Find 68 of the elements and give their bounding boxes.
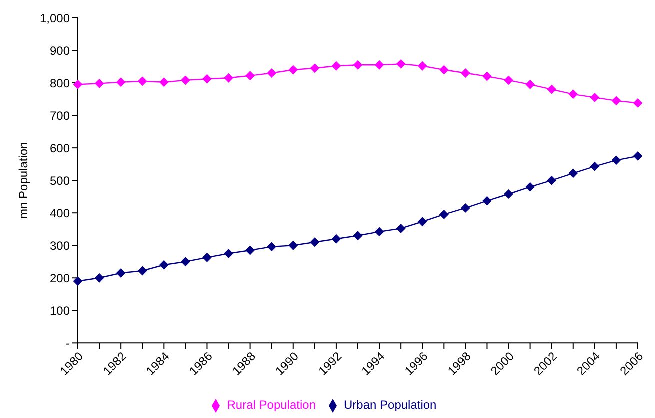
y-tick-label: 700 — [50, 108, 70, 123]
point — [396, 60, 406, 69]
y-tick-label: 900 — [50, 44, 70, 58]
point — [375, 60, 384, 70]
point — [246, 246, 255, 255]
point — [440, 210, 449, 220]
point — [202, 74, 212, 84]
point — [267, 68, 276, 78]
point — [568, 90, 578, 99]
point — [568, 168, 578, 178]
y-tick-label: 800 — [50, 76, 70, 90]
point — [482, 196, 492, 206]
point — [95, 274, 104, 283]
point — [504, 190, 514, 199]
point — [612, 96, 621, 106]
point — [547, 85, 556, 94]
point — [310, 238, 320, 247]
point — [224, 74, 234, 83]
y-tick-label: 600 — [50, 141, 70, 156]
point — [504, 76, 514, 85]
y-tick-label: 500 — [50, 174, 70, 188]
point — [288, 241, 298, 250]
point — [138, 266, 148, 276]
point — [332, 62, 341, 71]
point — [354, 60, 362, 70]
point — [74, 276, 82, 286]
y-tick-label: 200 — [50, 271, 70, 286]
y-tick-label: 100 — [50, 304, 70, 318]
point — [246, 71, 255, 80]
point — [634, 152, 642, 161]
point — [461, 204, 470, 213]
point — [116, 268, 126, 278]
point — [526, 182, 535, 192]
point — [202, 253, 212, 262]
point — [375, 227, 384, 236]
point — [181, 76, 190, 85]
point — [440, 66, 449, 75]
legend-label: Urban Population — [344, 398, 437, 412]
y-tick-label: - — [66, 336, 70, 350]
point — [590, 93, 600, 102]
y-tick-label: 300 — [50, 238, 70, 253]
point — [288, 66, 298, 75]
point — [482, 72, 492, 82]
point — [634, 98, 642, 108]
point — [547, 176, 556, 186]
point — [461, 68, 470, 78]
point — [224, 249, 234, 258]
point — [116, 78, 126, 87]
point — [418, 217, 428, 226]
point — [74, 80, 82, 90]
point — [181, 257, 190, 266]
point — [160, 260, 169, 270]
point — [354, 231, 362, 240]
point — [396, 224, 406, 234]
point — [267, 242, 276, 252]
y-axis-title: mn Population — [16, 142, 30, 219]
y-tick-label: 1,000 — [40, 11, 70, 26]
point — [590, 162, 600, 172]
point — [332, 234, 341, 244]
legend-label: Rural Population — [227, 398, 316, 412]
point — [95, 79, 104, 88]
y-tick-label: 400 — [50, 206, 70, 220]
point — [310, 64, 320, 73]
point — [138, 76, 148, 86]
point — [418, 62, 428, 71]
point — [612, 156, 621, 165]
point — [526, 80, 535, 90]
point — [160, 78, 169, 87]
